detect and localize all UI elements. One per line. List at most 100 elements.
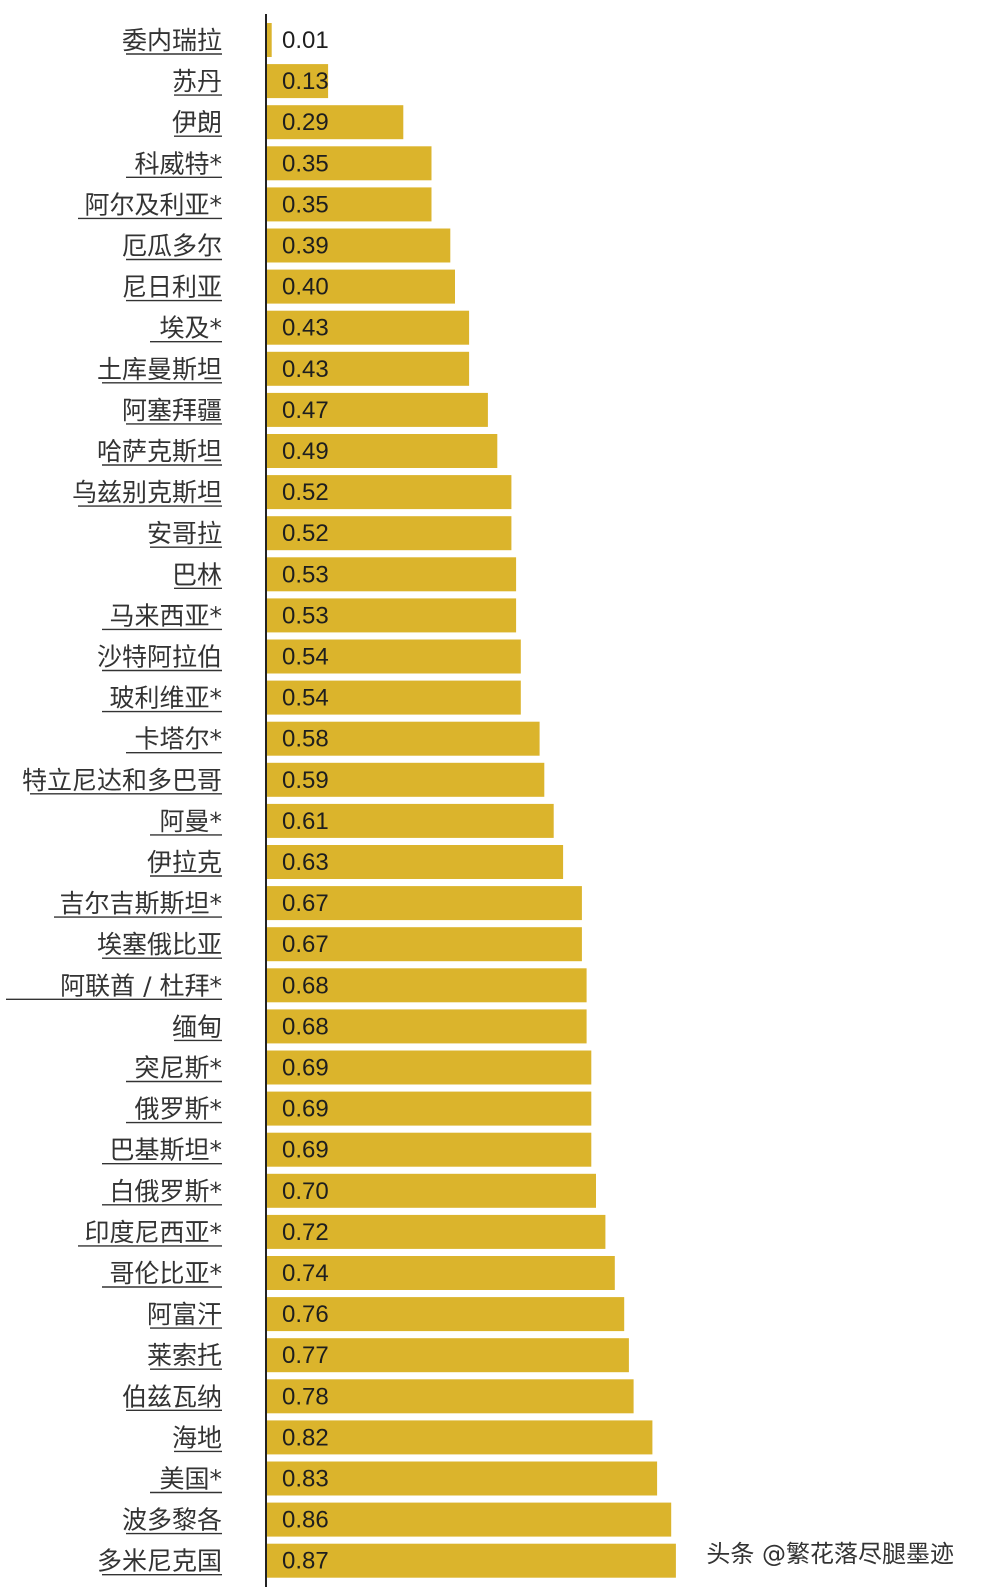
bar — [267, 1256, 615, 1290]
value-label: 0.53 — [282, 561, 329, 588]
bar — [267, 64, 329, 99]
category-label: 沙特阿拉伯 — [97, 643, 222, 672]
category-label: 马来西亚* — [109, 601, 222, 630]
category-label: 巴基斯坦* — [109, 1136, 222, 1165]
value-label: 0.47 — [282, 397, 329, 424]
category-label: 阿曼* — [159, 807, 222, 836]
value-label: 0.87 — [282, 1548, 329, 1575]
value-label: 0.13 — [282, 68, 329, 95]
value-label: 0.49 — [282, 438, 329, 465]
category-label: 土库曼斯坦 — [97, 355, 222, 384]
bar — [267, 187, 432, 222]
bar — [267, 1297, 625, 1332]
bar — [267, 434, 498, 468]
value-label: 0.59 — [282, 767, 329, 794]
watermark-text: 头条 @繁花落尽腿墨迹 — [706, 1540, 954, 1568]
bar — [267, 639, 521, 674]
bar — [267, 762, 545, 797]
category-label: 玻利维亚* — [109, 684, 222, 713]
category-label: 哥伦比亚* — [109, 1259, 222, 1288]
bar — [267, 1050, 592, 1085]
bar — [267, 228, 451, 263]
value-label: 0.86 — [282, 1507, 329, 1534]
value-label: 0.76 — [282, 1301, 329, 1328]
value-label: 0.43 — [282, 315, 329, 342]
value-label: 0.40 — [282, 274, 329, 301]
bar — [267, 1091, 592, 1126]
category-label: 海地 — [172, 1423, 222, 1452]
value-label: 0.35 — [282, 150, 329, 177]
value-label: 0.69 — [282, 1137, 329, 1164]
value-label: 0.78 — [282, 1383, 329, 1410]
category-label: 巴林 — [172, 560, 222, 589]
value-label: 0.70 — [282, 1178, 329, 1205]
category-label: 多米尼克国 — [97, 1547, 222, 1576]
value-label: 0.29 — [282, 109, 329, 136]
category-label: 乌兹别克斯坦 — [72, 478, 222, 507]
value-labels-group: 0.01 0.13 0.29 0.35 0.35 0.39 0.40 0.43 0.43 0.47… — [282, 27, 329, 1575]
value-label: 0.39 — [282, 233, 329, 260]
category-label: 特立尼达和多巴哥 — [22, 766, 222, 795]
bar — [267, 1338, 629, 1373]
category-label: 卡塔尔* — [134, 725, 222, 754]
bar — [267, 105, 404, 140]
bar — [267, 1173, 596, 1208]
category-label: 伯兹瓦纳 — [122, 1382, 222, 1411]
bar — [267, 351, 470, 386]
value-label: 0.69 — [282, 1055, 329, 1082]
category-label: 缅甸 — [172, 1012, 222, 1041]
value-label: 0.43 — [282, 356, 329, 383]
value-label: 0.52 — [282, 479, 329, 506]
value-label: 0.69 — [282, 1096, 329, 1123]
category-label: 阿尔及利亚* — [84, 190, 222, 219]
value-label: 0.35 — [282, 191, 329, 218]
bar — [267, 392, 488, 427]
bar — [267, 598, 517, 633]
category-label: 突尼斯* — [134, 1054, 222, 1083]
category-label: 吉尔吉斯斯坦* — [59, 889, 222, 918]
bar — [267, 1379, 634, 1414]
bar — [267, 680, 521, 715]
bar — [267, 269, 455, 304]
bar — [267, 1214, 606, 1249]
bar — [267, 516, 512, 551]
bar — [267, 1461, 658, 1496]
value-label: 0.54 — [282, 644, 329, 671]
bar — [267, 927, 582, 962]
category-label: 白俄罗斯* — [109, 1177, 222, 1206]
category-label: 尼日利亚 — [122, 273, 222, 302]
category-label: 埃及* — [159, 314, 222, 343]
bar — [267, 146, 432, 181]
bar — [267, 1009, 587, 1044]
bar — [267, 803, 554, 838]
category-label: 哈萨克斯坦 — [97, 437, 222, 466]
category-label: 俄罗斯* — [134, 1095, 222, 1124]
bar — [267, 968, 587, 1003]
category-label: 莱索托 — [147, 1341, 222, 1370]
category-label: 委内瑞拉 — [122, 26, 222, 55]
value-label: 0.53 — [282, 602, 329, 629]
value-label: 0.77 — [282, 1342, 329, 1369]
value-label: 0.54 — [282, 685, 329, 712]
value-label: 0.01 — [282, 27, 329, 54]
bar — [267, 1502, 672, 1537]
category-label: 阿富汗 — [147, 1300, 222, 1329]
category-label: 美国* — [159, 1465, 222, 1494]
value-label: 0.68 — [282, 1013, 329, 1040]
bar — [267, 886, 582, 921]
category-label: 安哥拉 — [147, 519, 222, 548]
category-label: 阿塞拜疆 — [122, 396, 222, 425]
value-label: 0.52 — [282, 520, 329, 547]
value-label: 0.74 — [282, 1260, 329, 1287]
category-label: 印度尼西亚* — [84, 1218, 222, 1247]
category-label: 埃塞俄比亚 — [97, 930, 222, 959]
category-label: 阿联酋 / 杜拜* — [60, 971, 222, 1000]
bars-group — [267, 23, 676, 1578]
bar — [267, 721, 540, 756]
value-label: 0.63 — [282, 849, 329, 876]
value-label: 0.67 — [282, 931, 329, 958]
value-label: 0.82 — [282, 1424, 329, 1451]
bar — [267, 557, 517, 592]
